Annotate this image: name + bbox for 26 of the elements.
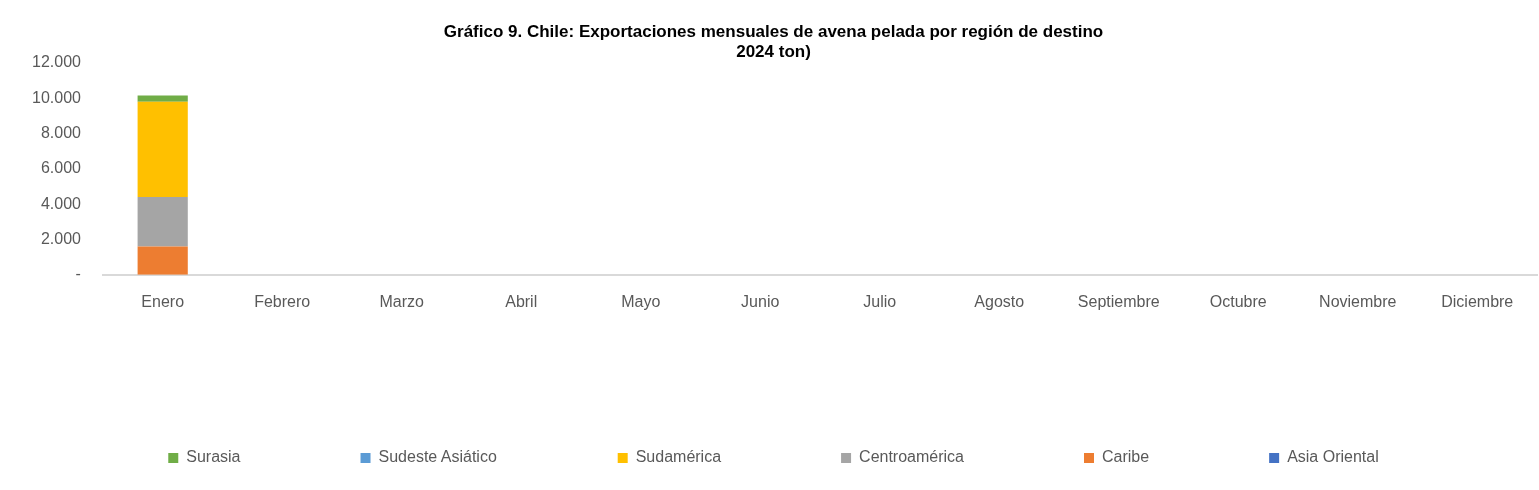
x-tick-label: Agosto xyxy=(974,292,1025,310)
x-tick-label: Octubre xyxy=(1209,292,1267,310)
x-tick-label: Enero xyxy=(141,292,185,310)
x-tick-label: Abril xyxy=(505,292,538,310)
x-tick-label: Marzo xyxy=(379,292,425,310)
x-tick-label: Noviembre xyxy=(1319,292,1397,310)
x-tick-label: Septiembre xyxy=(1077,292,1160,310)
y-tick-label: 12.000 xyxy=(32,53,82,71)
legend-label: Caribe xyxy=(1102,448,1150,466)
y-tick-label: 10.000 xyxy=(32,88,82,106)
legend-label: Sudamérica xyxy=(635,448,722,466)
legend-label: Centroamérica xyxy=(859,448,965,466)
x-tick-label: Junio xyxy=(741,292,780,310)
y-tick-label: 4.000 xyxy=(40,194,82,212)
y-tick-label: - xyxy=(75,265,81,283)
x-tick-label: Mayo xyxy=(621,292,661,310)
legend-label: Sudeste Asiático xyxy=(378,448,497,466)
y-tick-label: 8.000 xyxy=(40,123,82,141)
x-tick-label: Febrero xyxy=(254,292,311,310)
legend-label: Surasia xyxy=(186,448,241,466)
x-tick-label: Julio xyxy=(863,292,897,310)
x-tick-label: Diciembre xyxy=(1441,292,1514,310)
y-tick-label: 2.000 xyxy=(40,229,82,247)
legend-label: Asia Oriental xyxy=(1287,448,1379,466)
y-tick-label: 6.000 xyxy=(40,159,82,177)
chart-title: Gráfico 9. Chile: Exportaciones mensuales de avena pelada por región de destino 2024 ton) xyxy=(443,21,1104,62)
